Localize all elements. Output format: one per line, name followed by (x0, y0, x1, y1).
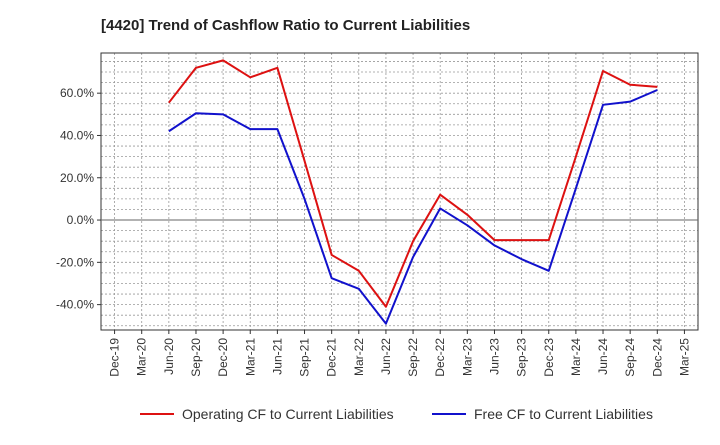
x-tick-label: Dec-23 (542, 338, 556, 377)
x-tick-label: Jun-23 (487, 338, 501, 375)
x-tick-label: Jun-20 (162, 338, 176, 375)
x-tick-label: Dec-19 (108, 338, 122, 377)
series-line-0 (168, 59, 658, 308)
x-tick-label: Dec-20 (216, 338, 230, 377)
x-tick-label: Mar-23 (460, 338, 474, 376)
y-axis-ticks: -40.0% -20.0% 0.0% 20.0% 40.0% 60.0% (56, 86, 101, 312)
x-tick-label: Jun-24 (596, 338, 610, 375)
legend: Operating CF to Current Liabilities Free … (140, 406, 653, 422)
x-tick-label: Mar-24 (569, 338, 583, 376)
legend-label-0: Operating CF to Current Liabilities (182, 406, 394, 422)
x-tick-label: Sep-21 (298, 338, 312, 377)
x-tick-label: Dec-21 (325, 338, 339, 377)
x-tick-label: Mar-25 (677, 338, 691, 376)
x-tick-label: Mar-22 (352, 338, 366, 376)
y-tick-label: -20.0% (56, 255, 94, 269)
y-tick-label: 40.0% (60, 128, 94, 142)
x-tick-label: Mar-20 (135, 338, 149, 376)
x-tick-label: Jun-21 (270, 338, 284, 375)
plot-area (100, 52, 699, 331)
y-tick-label: -40.0% (56, 298, 94, 312)
x-tick-label: Dec-24 (650, 338, 664, 377)
chart-title: [4420] Trend of Cashflow Ratio to Curren… (101, 17, 470, 34)
x-tick-label: Mar-21 (243, 338, 257, 376)
series-lines (168, 59, 658, 325)
x-tick-label: Sep-23 (515, 338, 529, 377)
legend-label-1: Free CF to Current Liabilities (474, 406, 653, 422)
y-tick-label: 0.0% (67, 213, 95, 227)
x-tick-label: Jun-22 (379, 338, 393, 375)
x-tick-label: Dec-22 (433, 338, 447, 377)
x-tick-label: Sep-20 (189, 338, 203, 377)
x-tick-label: Sep-24 (623, 338, 637, 377)
y-tick-label: 20.0% (60, 171, 94, 185)
series-line-1 (168, 89, 658, 325)
x-tick-label: Sep-22 (406, 338, 420, 377)
y-tick-label: 60.0% (60, 86, 94, 100)
x-axis-ticks: Dec-19 Mar-20 Jun-20 Sep-20 Dec-20 Mar-21 Jun-… (108, 330, 691, 377)
grid-lines (101, 53, 698, 330)
